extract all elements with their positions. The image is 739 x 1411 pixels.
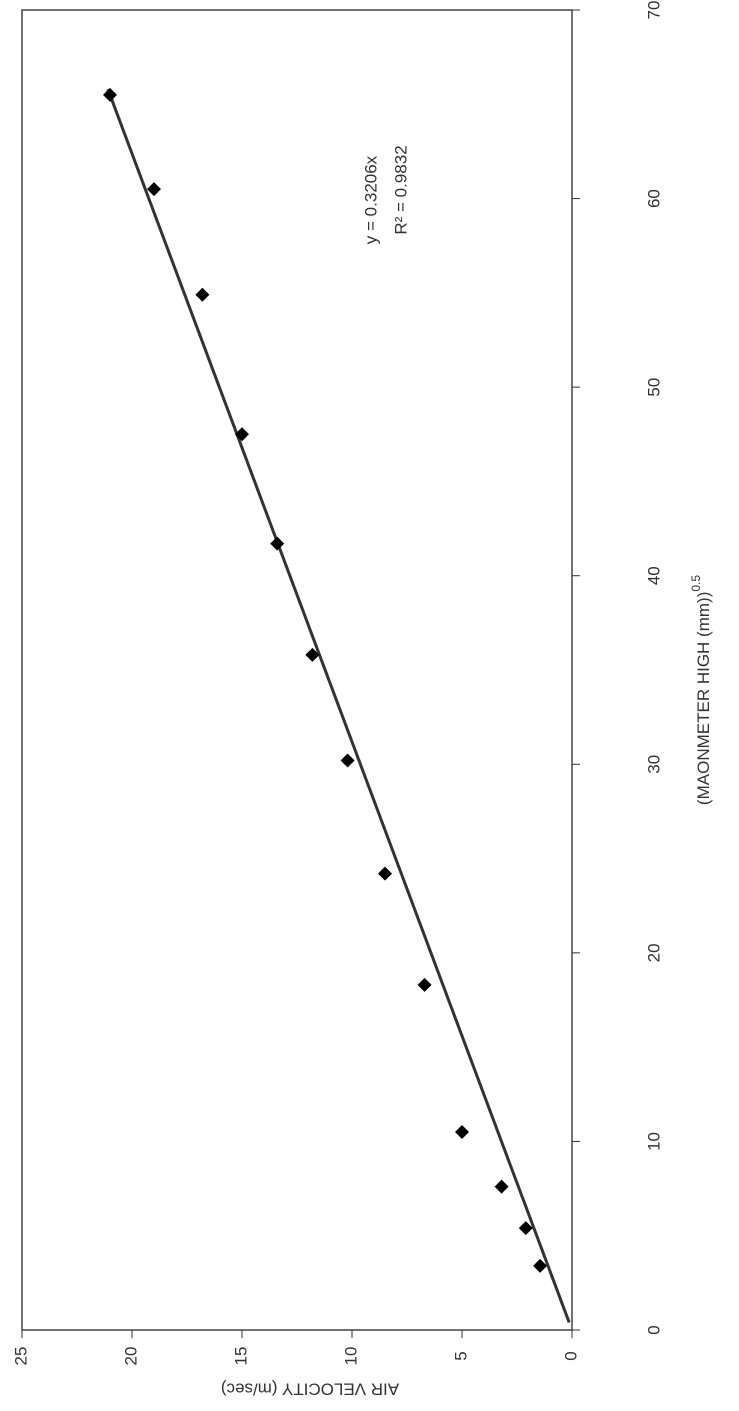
trend-line <box>106 88 571 1323</box>
data-point <box>305 647 320 662</box>
y-axis-title: AIR VELOCITY (m/sec) <box>221 1380 399 1399</box>
y-tick-label: 15 <box>231 1347 250 1366</box>
y-tick-label: 25 <box>11 1347 30 1366</box>
x-axis-title: (MAONMETER HIGH (mm))0.5 <box>689 575 713 805</box>
data-point <box>235 427 249 442</box>
data-point <box>518 1221 533 1236</box>
x-tick-label: 30 <box>644 755 663 774</box>
y-tick-label: 0 <box>561 1351 580 1360</box>
trend-r2: R² = 0.9832 <box>391 145 410 234</box>
data-point <box>270 536 285 551</box>
data-point <box>195 287 210 302</box>
data-point <box>103 87 117 102</box>
x-tick-label: 10 <box>644 1132 663 1151</box>
data-point <box>340 753 355 768</box>
data-point <box>147 182 161 197</box>
data-point <box>494 1179 509 1194</box>
y-tick-label: 10 <box>341 1347 360 1366</box>
x-axis-title-exponent: 0.5 <box>689 575 703 592</box>
x-tick-label: 20 <box>644 943 663 962</box>
y-tick-label: 20 <box>121 1347 140 1366</box>
x-tick-label: 40 <box>644 566 663 585</box>
data-point <box>417 977 432 992</box>
trend-equation: y = 0.3206x <box>361 155 380 244</box>
x-tick-label: 50 <box>644 378 663 397</box>
data-point <box>533 1258 548 1273</box>
y-tick-label: 5 <box>451 1351 470 1360</box>
x-axis-title-text: (MAONMETER HIGH (mm)) <box>694 592 713 805</box>
data-point <box>378 866 392 881</box>
x-tick-label: 0 <box>644 1325 663 1334</box>
x-tick-label: 70 <box>644 1 663 20</box>
data-point <box>455 1125 469 1139</box>
plot-area <box>21 9 573 1331</box>
x-tick-label: 60 <box>644 189 663 208</box>
